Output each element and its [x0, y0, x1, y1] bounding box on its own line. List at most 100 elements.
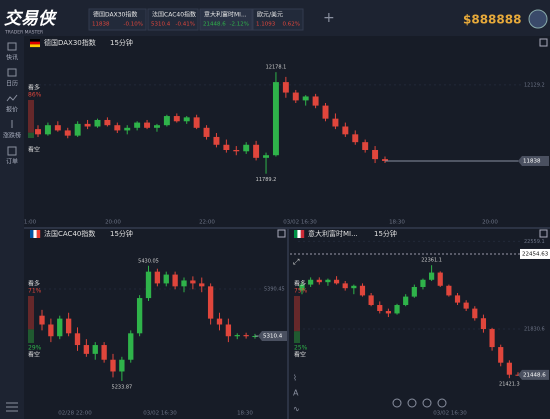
candle-body [39, 315, 45, 325]
panel-menu[interactable] [277, 229, 286, 238]
candle-body [446, 285, 452, 296]
tool-icon[interactable]: ∿ [293, 405, 300, 414]
candle-body [243, 144, 250, 152]
candle-body [94, 119, 101, 127]
x-tick-label: 18:30 [389, 220, 405, 226]
candle-body [299, 284, 305, 291]
candle-body [145, 271, 152, 299]
balance[interactable]: $888888 [463, 13, 521, 27]
panel-title[interactable]: 德国DAX30指数 [44, 38, 96, 47]
sidebar-label[interactable]: 快讯 [6, 54, 18, 62]
low-label: 11789.2 [256, 177, 277, 183]
x-tick-label: 20:00 [105, 220, 121, 226]
bull-label: 看多 [28, 84, 40, 92]
prev[interactable] [407, 398, 417, 408]
candle-body [352, 134, 359, 143]
ticker-price: 21448.6 [203, 22, 226, 28]
sidebar [0, 36, 24, 419]
panel-interval[interactable]: 15分钟 [110, 38, 133, 47]
zoom-in[interactable] [437, 398, 447, 408]
sidebar-label[interactable]: 报价 [6, 106, 18, 114]
candle-body [83, 345, 90, 354]
last-price-box [518, 155, 549, 166]
tool-icon[interactable]: ⤢ [292, 258, 299, 267]
candle-body [216, 318, 223, 325]
candle-body [359, 285, 366, 296]
tool-icon[interactable]: A [293, 389, 299, 398]
candle-body [101, 345, 107, 360]
x-tick-label: 20:00 [482, 220, 498, 226]
flag [294, 230, 298, 238]
candle-body [163, 274, 169, 284]
flag [300, 230, 305, 238]
next[interactable] [422, 398, 432, 408]
candle-body [322, 105, 329, 119]
panel-title[interactable]: 法国CAC40指数 [44, 229, 95, 238]
y-tick-label: 5390.45 [264, 287, 285, 293]
avatar[interactable] [528, 9, 548, 29]
sidebar-label[interactable]: 日历 [6, 81, 18, 88]
ticker-change: -0.41% [176, 22, 195, 28]
y-tick-label: 22559.1 [524, 239, 545, 245]
candle-body [292, 92, 299, 101]
icon [6, 94, 18, 102]
candle-body [134, 122, 141, 128]
candle-body [104, 119, 111, 126]
candle-body [213, 136, 220, 145]
x-tick-label: 03/02 16:30 [143, 411, 177, 417]
panel-interval[interactable]: 15分钟 [110, 229, 133, 238]
add-ticker[interactable]: + [323, 10, 335, 26]
ticker-price: 11838 [92, 22, 110, 28]
candle-body [54, 125, 61, 131]
panel-menu[interactable] [539, 229, 548, 238]
sidebar-label[interactable]: 涨跌榜 [3, 132, 21, 140]
zoom-out[interactable] [392, 398, 402, 408]
x-tick-label: 02/28 22:00 [58, 411, 92, 417]
bear-label: 看空 [28, 146, 40, 154]
candle-body [190, 280, 196, 284]
bull-label: 看多 [294, 280, 306, 288]
candle-body [48, 324, 54, 337]
candle-body [172, 274, 178, 287]
y-tick-label: 21830.6 [524, 326, 545, 332]
sidebar-label[interactable]: 订单 [6, 158, 18, 166]
ticker-price: 1.1093 [256, 22, 276, 28]
ticker-name: 意大利富时MI... [204, 11, 247, 19]
candle-body [498, 347, 504, 363]
candle-body [394, 305, 400, 314]
candle-body [263, 155, 270, 158]
candle-body [506, 362, 512, 375]
candle-body [153, 125, 160, 128]
candle-body [119, 359, 125, 372]
bear-bar [294, 331, 300, 343]
bull-bar [294, 296, 300, 332]
ticker-change: 0.62% [283, 22, 300, 28]
tool-icon[interactable]: ⌇ [293, 374, 297, 383]
panel-title[interactable]: 意大利富时MI... [308, 229, 358, 238]
last-price-box [518, 369, 549, 380]
candle-body [65, 318, 72, 334]
panel-menu[interactable] [539, 38, 548, 47]
candle-body [282, 82, 289, 93]
bull-pct: 71% [28, 288, 42, 295]
panel-interval[interactable]: 15分钟 [374, 229, 397, 238]
ticker-box[interactable] [252, 8, 304, 31]
bear-pct: 29% [28, 345, 42, 352]
candle-body [429, 272, 435, 280]
ticker-box[interactable] [88, 8, 147, 31]
candle-body [144, 122, 151, 128]
candle-body [110, 359, 116, 372]
candle-body [316, 279, 322, 283]
ticker-box[interactable] [147, 8, 199, 31]
candle-body [312, 96, 319, 106]
ticker-box[interactable] [199, 8, 253, 31]
bull-bar [28, 296, 34, 330]
candle-body [203, 127, 210, 137]
candle-body [84, 123, 91, 127]
candle-body [199, 283, 205, 287]
logo[interactable]: 交易侠 [4, 9, 58, 29]
candle-body [253, 144, 260, 158]
candle-body [372, 149, 379, 160]
candle-body [181, 280, 187, 287]
